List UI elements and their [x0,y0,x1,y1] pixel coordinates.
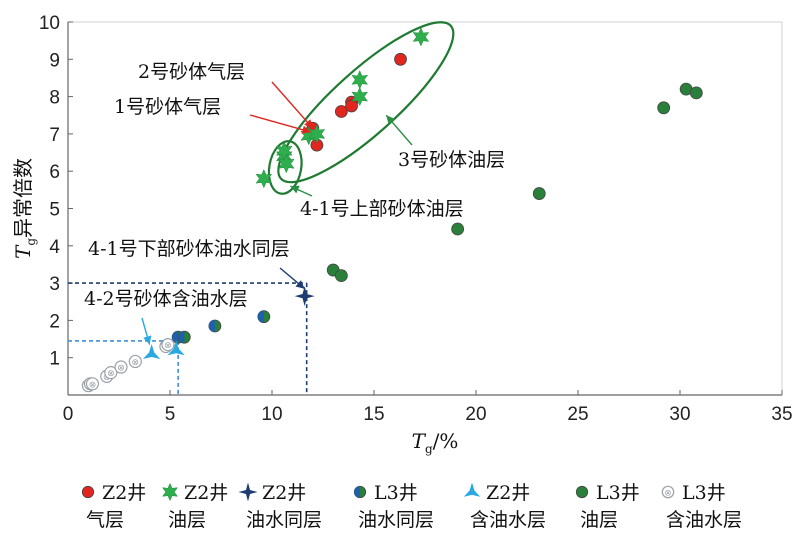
x-tick-label: 5 [165,404,176,425]
legend-marker [575,485,589,499]
data-point: ⊗ [128,354,142,369]
legend-marker [81,485,95,499]
data-point [142,343,161,359]
data-point [351,86,369,107]
legend-label-line1: Z2井 [486,482,530,504]
axes: 0 5 10 15 20 25 30 35 1 2 3 4 5 6 7 8 9 10 Tg/% Tg异常倍数 [11,13,793,456]
legend-label-line2: 油层 [580,509,618,531]
y-tick-label: 2 [49,311,60,332]
annotation-label: 2号砂体气层 [138,61,245,83]
annotation-label: 4-1号下部砂体油水同层 [88,238,290,260]
annotation-arrow [249,114,311,134]
x-tick-label: 20 [465,404,486,425]
annotation-arrow [385,114,413,146]
legend-label-line2: 油层 [168,509,206,531]
x-tick-label: 30 [669,404,690,425]
annotation-label: 4-2号砂体含油水层 [84,288,248,310]
data-point [351,70,369,90]
data-point [657,101,671,115]
annotation-label: 3号砂体油层 [398,149,505,171]
annotation-arrow [271,81,314,129]
data-point [532,187,546,200]
data-point [294,286,315,307]
data-point [334,269,348,283]
data-point: ⊗ [161,338,175,352]
y-tick-label: 7 [49,125,60,146]
data-point [412,27,430,47]
data-point: ⊗ [104,366,118,380]
legend-label-line2: 含油水层 [470,509,546,531]
data-points: ⊗⊗⊗⊗⊗⊗⊗⊗⊗ [81,27,703,393]
y-tick-label: 8 [49,88,60,109]
x-tick-label: 0 [63,404,74,425]
svg-text:⊗: ⊗ [132,358,140,368]
data-point [394,52,407,66]
data-point: ⊗ [85,377,100,391]
data-point: ⊗ [114,360,128,374]
group-ellipse [277,21,455,184]
legend-label-line1: L3井 [596,482,640,504]
svg-text:⊗: ⊗ [164,341,172,351]
svg-text:⊗: ⊗ [107,369,115,379]
y-tick-label: 9 [49,50,60,71]
legend-label-line1: Z2井 [184,482,228,504]
legend-label-line1: Z2井 [262,482,306,504]
y-tick-label: 4 [49,237,60,258]
annotation-arrow [290,185,313,197]
annotation-arrow [279,267,306,290]
data-point [451,222,465,236]
annotation-arrow [141,317,152,345]
y-axis-label: Tg异常倍数 [11,158,38,259]
legend-label-line2: 油水同层 [358,509,434,531]
x-tick-label: 25 [567,404,588,425]
data-point [208,319,222,333]
data-point [167,340,185,356]
annotation-label: 4-1号上部砂体油层 [300,198,464,220]
legend-marker [162,482,178,502]
svg-text:⊗: ⊗ [103,373,111,383]
y-tick-label: 3 [49,274,60,295]
legend-marker [463,482,481,497]
y-tick-label: 5 [49,200,60,221]
legend-marker [353,485,367,499]
y-tick-label: 1 [49,349,60,370]
data-point [257,310,271,324]
legend-label-line1: L3井 [682,482,726,504]
svg-text:⊗: ⊗ [664,488,671,498]
y-tick-label: 10 [39,13,60,34]
svg-text:⊗: ⊗ [89,380,97,390]
data-point [177,330,191,344]
legend-label-line2: 含油水层 [666,509,742,531]
legend-label-line1: Z2井 [102,482,146,504]
y-tick-label: 6 [49,162,60,183]
ellipses [267,21,455,195]
data-point [255,169,273,189]
svg-text:⊗: ⊗ [117,364,125,374]
legend-label-line2: 气层 [86,509,124,531]
annotation-label: 1号砂体气层 [114,96,221,118]
x-tick-label: 15 [363,404,384,425]
data-point [334,105,348,118]
legend-label-line1: L3井 [374,482,418,504]
legend-marker: ⊗ [661,485,675,498]
annotations: 2号砂体气层 1号砂体气层 3号砂体油层 4-1号上部砂体油层 4-1号下部砂体油水同层… [84,61,505,345]
x-tick-label: 10 [261,404,282,425]
legend-marker [238,482,258,502]
x-tick-label: 35 [771,404,792,425]
data-point [689,86,703,100]
data-point [277,154,295,174]
legend-label-line2: 油水同层 [246,509,322,531]
data-point [345,99,358,113]
x-axis-label: Tg/% [412,429,459,456]
